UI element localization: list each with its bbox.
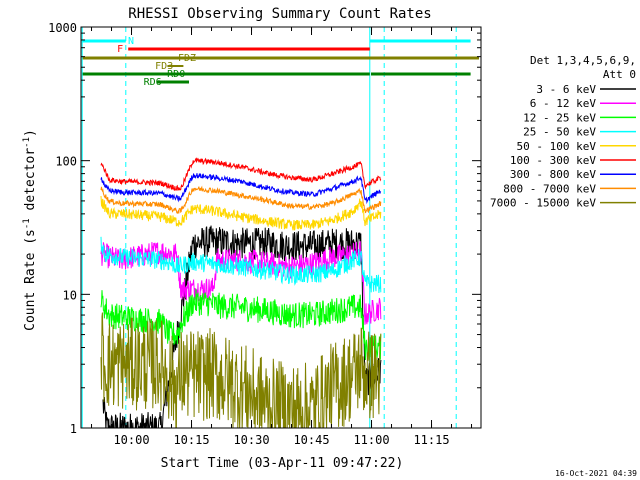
legend-header: Det 1,3,4,5,6,9, <box>530 54 636 67</box>
y-tick-label: 10 <box>63 288 77 302</box>
x-tick-label: 10:45 <box>293 433 329 447</box>
legend-label: 800 - 7000 keV <box>503 182 596 195</box>
series-line <box>100 195 382 231</box>
flag-label: N <box>128 36 134 47</box>
y-axis-label-sup: -1 <box>22 218 32 229</box>
flag-label: RD6 <box>144 77 162 88</box>
y-axis-label-part: Count Rate (s <box>23 229 38 331</box>
x-tick-label: 11:15 <box>413 433 449 447</box>
legend-label: 12 - 25 keV <box>523 111 596 124</box>
legend-label: 300 - 800 keV <box>510 168 596 181</box>
y-axis-label-part: ) <box>23 129 38 137</box>
x-tick-label: 10:00 <box>113 433 149 447</box>
y-axis-label-part: detector <box>23 148 38 219</box>
x-axis: 10:00 10:15 10:30 10:45 11:00 11:15 <box>91 27 473 447</box>
y-axis: 1 10 100 1000 <box>48 21 481 436</box>
series-line <box>102 225 382 428</box>
legend-header: Att 0 <box>603 68 636 81</box>
x-axis-label: Start Time (03-Apr-11 09:47:22) <box>161 456 404 471</box>
plot-frame <box>80 26 482 429</box>
legend-label: 50 - 100 keV <box>517 140 597 153</box>
y-axis-label-sup: -1 <box>22 137 32 148</box>
footer-date: 16-Oct-2021 04:39 <box>555 469 637 478</box>
flag-label: FD3 <box>155 61 173 72</box>
x-tick-label: 10:30 <box>233 433 269 447</box>
y-tick-label: 100 <box>55 155 77 169</box>
y-tick-label: 1000 <box>48 21 77 35</box>
legend-label: 100 - 300 keV <box>510 154 596 167</box>
flag-label: F <box>117 44 123 55</box>
legend-label: 7000 - 15000 keV <box>490 197 596 210</box>
series-line <box>100 157 382 192</box>
x-tick-label: 10:15 <box>173 433 209 447</box>
y-axis-label: Count Rate (s-1 detector-1) <box>22 129 38 331</box>
flag-label: RD0 <box>167 69 185 80</box>
legend-label: 6 - 12 keV <box>530 97 597 110</box>
series-line <box>100 236 382 294</box>
series-line <box>100 312 382 428</box>
chart-title: RHESSI Observing Summary Count Rates <box>128 6 431 22</box>
guide-lines <box>81 27 457 428</box>
flag-label: FDZ <box>178 53 196 64</box>
x-tick-label: 11:00 <box>353 433 389 447</box>
series-layer <box>100 157 382 428</box>
y-tick-label: 1 <box>70 422 77 436</box>
series-line <box>100 185 382 215</box>
legend-label: 3 - 6 keV <box>536 83 596 96</box>
legend-label: 25 - 50 keV <box>523 126 596 139</box>
series-line <box>100 173 382 205</box>
